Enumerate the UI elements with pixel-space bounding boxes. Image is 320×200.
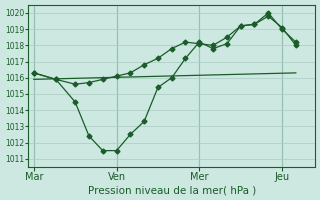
X-axis label: Pression niveau de la mer( hPa ): Pression niveau de la mer( hPa ) [88, 185, 256, 195]
